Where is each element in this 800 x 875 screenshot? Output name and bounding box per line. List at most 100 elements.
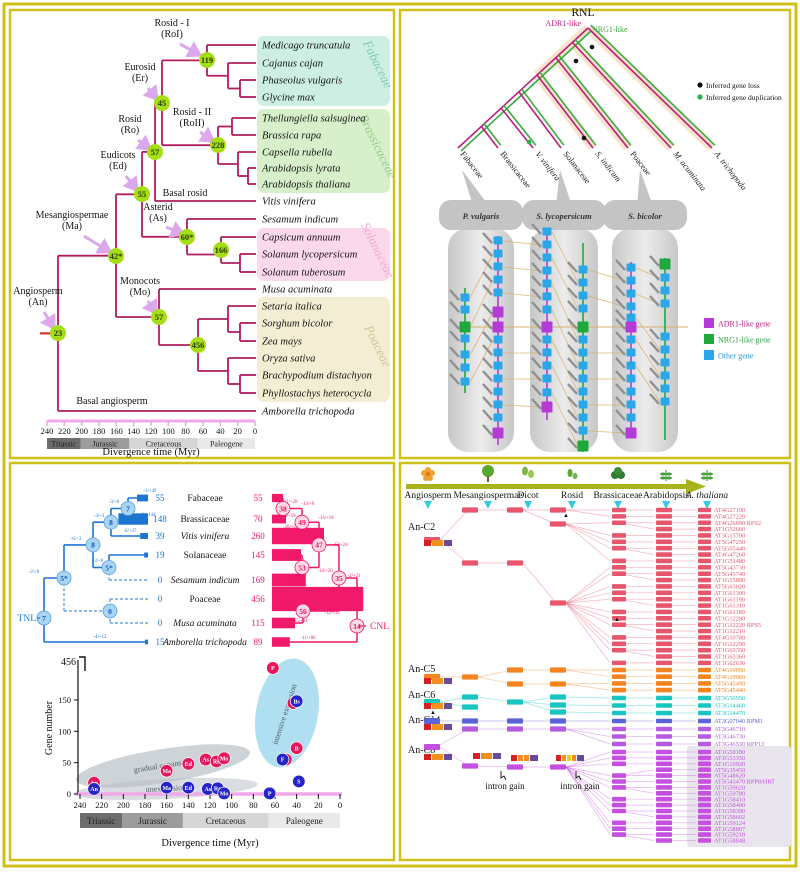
- tnl-node-count: 8: [109, 518, 113, 527]
- cnl-bar: [272, 573, 306, 587]
- other-gene-box: [493, 236, 503, 245]
- cnl-bar: [272, 514, 286, 524]
- species-label: Glycine max: [262, 93, 315, 104]
- homolog-link: [551, 283, 579, 341]
- gene-name-tick: [482, 409, 493, 421]
- domain-structure-segment: [493, 753, 501, 759]
- gene-name-tick: [531, 384, 542, 396]
- gene-id: AT3G14470: [714, 710, 745, 717]
- branch-nrg1: [503, 104, 537, 146]
- gene-name-tick: [482, 344, 493, 356]
- domain-structure-segment: [432, 724, 443, 730]
- arabidopsis-gene-box: [656, 838, 672, 843]
- arabidopsis-gene-box: [656, 603, 672, 608]
- gene-id: AT5G45440: [714, 687, 745, 694]
- lineage-arrow-bar: [406, 484, 686, 489]
- gene-name-tick: [449, 359, 460, 371]
- branch-adr1: [555, 57, 629, 149]
- arabidopsis-gene-box: [656, 820, 672, 826]
- gene-name-tick: [615, 383, 626, 395]
- gene-name-tick: [567, 261, 578, 273]
- x-tick-label: 60: [271, 800, 280, 810]
- gene-duplication-dot: [526, 139, 532, 145]
- athaliana-gene-box: [698, 520, 711, 526]
- cnl-edge-label: -2/+23: [348, 574, 361, 579]
- clade-label: (Ed): [109, 161, 127, 172]
- column-header: Angiosperm: [405, 491, 453, 501]
- branch-adr1: [480, 125, 499, 149]
- fan-connector: [619, 787, 655, 794]
- other-gene-box: [542, 227, 552, 236]
- gene-name-tick: [649, 393, 660, 405]
- athaliana-gene-box: [698, 755, 711, 761]
- athaliana-gene-box: [698, 681, 711, 686]
- fan-connector: [565, 602, 611, 613]
- gene-id: AT4G47260: [714, 552, 745, 559]
- axis-tick-label: 180: [93, 426, 106, 436]
- other-gene-box: [460, 293, 470, 302]
- lineage-gene-box: [507, 681, 523, 687]
- homolog-link: [502, 266, 543, 272]
- scatter-point-label: B: [295, 746, 299, 752]
- gene-id: AT1G15890: [714, 577, 745, 584]
- brassicaceae-gene-box: [612, 641, 626, 647]
- gene-id: AT4G19060: [714, 674, 745, 681]
- homolog-link: [551, 392, 579, 447]
- gene-name-tick: [531, 223, 542, 235]
- axis-tick-label: 0: [253, 426, 257, 436]
- cnl-node-count: 35: [335, 574, 343, 583]
- gene-id: AT1G58848: [714, 838, 745, 845]
- tnl-node: [101, 560, 117, 575]
- column-header: Rosid: [561, 491, 583, 501]
- arabidopsis-gene-box: [656, 791, 672, 796]
- other-gene-box: [493, 361, 503, 370]
- balloon-species-name: P. vulgaris: [463, 211, 500, 221]
- gene-name-tick: [567, 396, 578, 408]
- scatter-point-label: Bs: [293, 699, 300, 705]
- ellipse: [567, 469, 573, 477]
- brassicaceae-gene-box: [612, 520, 626, 526]
- adr1-gene-box: [492, 427, 504, 439]
- gene-id: AT4G19050: [714, 667, 745, 674]
- panel-a-axis-label: Divergence time (Myr): [102, 447, 200, 458]
- brassicaceae-gene-box: [612, 779, 626, 784]
- gene-legend-label: ADR1-like gene: [718, 320, 771, 329]
- athaliana-gene-box: [698, 584, 711, 589]
- panel-a-divergence-time-tree: FabaceaeBrassicaceaeSolanaceaePoaceaeMed…: [13, 18, 400, 449]
- athaliana-gene-box: [698, 609, 711, 615]
- cnl-count: 169: [251, 575, 265, 585]
- other-gene-box: [493, 374, 503, 383]
- gene-id: AT1G59124: [714, 820, 746, 827]
- period-band: [182, 813, 269, 828]
- homolog-link: [587, 430, 627, 434]
- arabidopsis-gene-box: [656, 785, 672, 790]
- homolog-link: [587, 269, 627, 282]
- species-label: Setaria italica: [262, 302, 322, 313]
- species-label: Brassica rapa: [262, 131, 321, 142]
- scatter-point-label: Mo: [220, 792, 229, 798]
- clade-label: Angiosperm: [13, 286, 63, 297]
- period-band: [129, 438, 198, 449]
- column-header: Brassicaceae: [593, 491, 642, 501]
- other-gene-box: [626, 276, 636, 285]
- clade-arrow: [135, 134, 153, 151]
- arabidopsis-gene-box: [656, 726, 672, 732]
- node-badge: [50, 325, 66, 341]
- cnl-node-count: 56: [299, 607, 307, 616]
- cnl-node: [295, 603, 311, 619]
- gene-name-tick: [615, 331, 626, 343]
- cnl-node-count: 47: [315, 541, 323, 550]
- axis-tick-label: 20: [233, 426, 242, 436]
- gene-name-tick: [615, 424, 626, 436]
- homolog-link: [551, 309, 579, 367]
- athaliana-gene-box: [698, 635, 711, 640]
- other-gene-box: [578, 265, 588, 274]
- species-label: Solanum lycopersicum: [262, 250, 358, 261]
- homolog-link: [551, 257, 579, 310]
- other-gene-box: [542, 388, 552, 397]
- cnl-edge-label: -11/+28: [282, 500, 298, 505]
- fan-connector: [565, 602, 611, 638]
- arabidopsis-gene-box: [656, 628, 672, 634]
- taxon-label: Musa acuminata: [172, 619, 237, 629]
- tnl-count: 19: [156, 550, 166, 560]
